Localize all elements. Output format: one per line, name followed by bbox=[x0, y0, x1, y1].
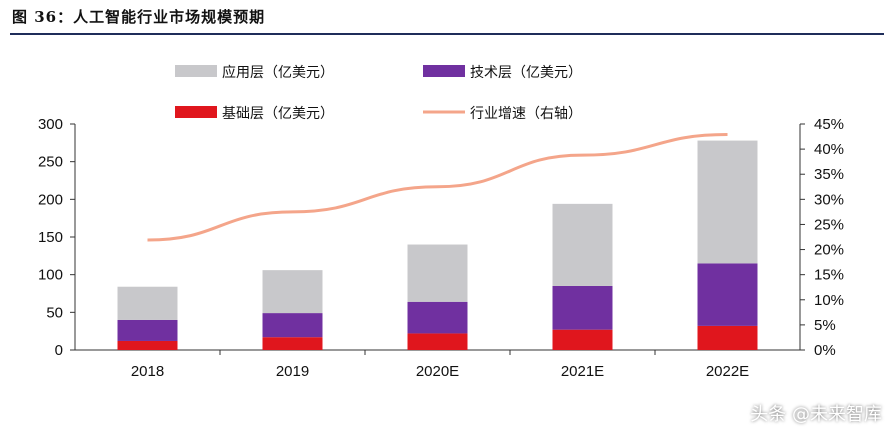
bar-base bbox=[697, 325, 758, 350]
bar-technology bbox=[117, 319, 178, 341]
x-tick-label: 2019 bbox=[276, 363, 309, 380]
y-tick-label-right: 5% bbox=[814, 317, 836, 334]
title-rule bbox=[10, 33, 884, 35]
bar-base bbox=[262, 337, 323, 350]
x-tick-label: 2022E bbox=[706, 363, 749, 380]
y-tick-label-left: 50 bbox=[46, 304, 63, 321]
legend-label-application: 应用层（亿美元） bbox=[222, 64, 334, 81]
figure-title: 图 36：人工智能行业市场规模预期 bbox=[12, 8, 266, 26]
x-tick-label: 2018 bbox=[131, 363, 164, 380]
growth-line-layer bbox=[147, 133, 728, 242]
bar-base bbox=[117, 340, 178, 350]
watermark: 头条 @未来智库 bbox=[750, 404, 882, 425]
bar-application bbox=[117, 286, 178, 320]
legend-label-base: 基础层（亿美元） bbox=[222, 105, 334, 122]
bar-application bbox=[262, 270, 323, 314]
y-tick-label-left: 300 bbox=[38, 116, 63, 133]
x-tick-label: 2021E bbox=[561, 363, 604, 380]
y-tick-label-right: 35% bbox=[814, 166, 844, 183]
y-tick-label-left: 200 bbox=[38, 191, 63, 208]
legend-label-technology: 技术层（亿美元） bbox=[470, 65, 582, 81]
bar-application bbox=[552, 203, 613, 286]
bar-application bbox=[407, 244, 468, 302]
y-tick-label-right: 20% bbox=[814, 242, 844, 259]
legend-swatch-technology bbox=[423, 65, 465, 77]
y-tick-label-right: 30% bbox=[814, 191, 844, 208]
y-tick-label-left: 100 bbox=[38, 267, 63, 284]
growth-line bbox=[147, 133, 728, 242]
y-tick-label-left: 150 bbox=[38, 229, 63, 246]
x-tick-label: 2020E bbox=[416, 363, 459, 380]
bars bbox=[117, 140, 758, 350]
legend-label-growth: 行业增速（右轴） bbox=[470, 106, 582, 122]
legend-swatch-application bbox=[175, 65, 217, 77]
y-tick-label-right: 45% bbox=[814, 116, 844, 133]
y-tick-label-right: 25% bbox=[814, 216, 844, 233]
bar-technology bbox=[697, 263, 758, 326]
y-tick-label-left: 0 bbox=[55, 342, 63, 359]
bar-application bbox=[697, 140, 758, 264]
bar-technology bbox=[262, 313, 323, 338]
legend: 应用层（亿美元） 技术层（亿美元） 基础层（亿美元） 行业增速（右轴） bbox=[175, 64, 582, 122]
bar-technology bbox=[407, 301, 468, 334]
legend-swatch-base bbox=[175, 106, 217, 118]
bar-base bbox=[552, 329, 613, 350]
axes: 0 50 100 150 200 250 300 0% 5% 10% 15% 20% 25% 30% 35%… bbox=[38, 116, 844, 380]
bar-base bbox=[407, 333, 468, 350]
bar-technology bbox=[552, 285, 613, 330]
y-tick-label-right: 40% bbox=[814, 141, 844, 158]
y-tick-label-right: 10% bbox=[814, 292, 844, 309]
y-tick-label-left: 250 bbox=[38, 154, 63, 171]
y-tick-label-right: 0% bbox=[814, 342, 836, 359]
y-tick-label-right: 15% bbox=[814, 267, 844, 284]
